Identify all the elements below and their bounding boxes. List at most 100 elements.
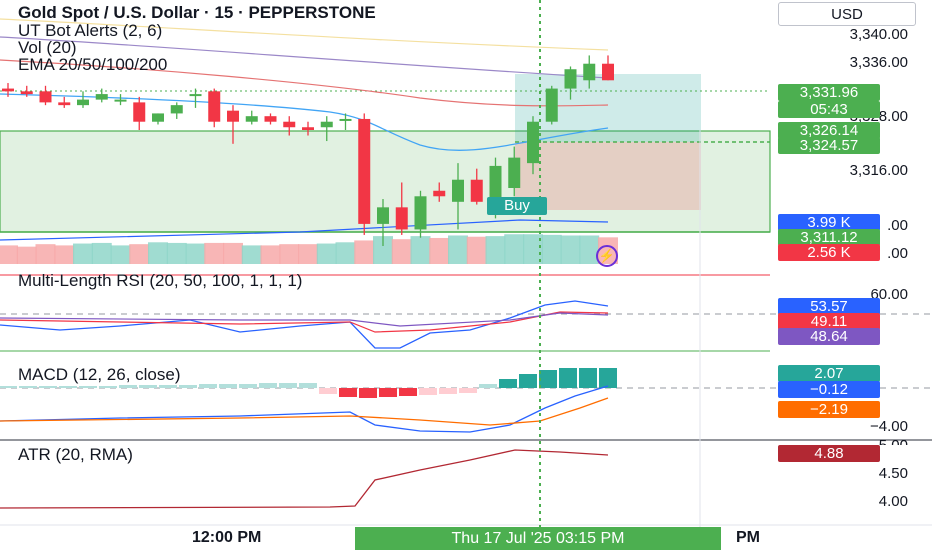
volume-bar — [523, 234, 543, 264]
macd-histogram-bar — [39, 386, 57, 388]
candle-body[interactable] — [470, 179, 483, 202]
time-tick-noon: 12:00 PM — [192, 529, 262, 546]
macd-histogram — [0, 368, 617, 398]
macd-histogram-bar — [79, 386, 97, 388]
macd-histogram-bar — [99, 386, 117, 388]
level-badge-2: 3,324.57 — [778, 137, 880, 154]
indicator-ema-label[interactable]: EMA 20/50/100/200 — [18, 55, 168, 74]
candle-body[interactable] — [283, 121, 296, 128]
candle-body[interactable] — [452, 179, 464, 202]
ema-200-line — [0, 18, 609, 51]
candle-body[interactable] — [227, 110, 239, 122]
macd-pane-label[interactable]: MACD (12, 26, close) — [18, 365, 181, 384]
candle-body[interactable] — [414, 196, 427, 230]
volume-bar — [0, 245, 18, 264]
candle-body[interactable] — [133, 102, 146, 122]
candle-body[interactable] — [433, 190, 446, 197]
volume-bar — [298, 244, 318, 264]
volume-bars — [0, 234, 618, 264]
volume-bar — [241, 245, 262, 264]
candle-body[interactable] — [545, 88, 558, 122]
macd-histogram-badge: 2.07 — [778, 365, 880, 382]
crosshair-time-label: Thu 17 Jul '25 03:15 PM — [355, 527, 721, 550]
macd-histogram-bar — [599, 368, 617, 388]
macd-histogram-bar — [419, 388, 437, 395]
candle-body[interactable] — [208, 91, 221, 122]
volume-bar — [185, 243, 206, 264]
candle-body[interactable] — [339, 118, 352, 121]
candle-body[interactable] — [395, 207, 408, 230]
atr-pane-label[interactable]: ATR (20, RMA) — [18, 445, 133, 464]
candle-body[interactable] — [602, 63, 614, 81]
candle-body[interactable] — [152, 113, 164, 122]
volume-bar — [485, 236, 506, 264]
volume-badge-blue: 3.99 K — [778, 214, 880, 231]
volume-bar — [129, 244, 150, 264]
volume-bar — [560, 235, 581, 264]
chart-title: Gold Spot / U.S. Dollar · 15 · PEPPERSTO… — [18, 3, 376, 22]
candle-body[interactable] — [583, 63, 596, 81]
volume-bar — [373, 236, 393, 264]
macd-histogram-bar — [499, 379, 517, 388]
candle-body[interactable] — [564, 69, 577, 89]
macd-line — [0, 385, 609, 433]
rsi-pane-label[interactable]: Multi-Length RSI (20, 50, 100, 1, 1, 1) — [18, 271, 303, 290]
candle-body[interactable] — [77, 99, 89, 106]
macd-histogram-bar — [139, 385, 157, 388]
macd-histogram-bar — [119, 385, 137, 388]
volume-bar — [73, 243, 93, 264]
candle-body[interactable] — [245, 116, 258, 122]
volume-bar — [335, 242, 356, 264]
indicator-ut-bot-label[interactable]: UT Bot Alerts (2, 6) — [18, 21, 163, 40]
volume-bar — [223, 242, 243, 264]
candle-body[interactable] — [114, 99, 127, 102]
volume-bar — [466, 236, 487, 264]
price-tick: 3,316.00 — [849, 162, 908, 179]
volume-bar — [166, 242, 187, 264]
volume-bar — [504, 234, 525, 264]
level-badge-3: 3,311.12 — [778, 229, 880, 246]
price-tick-partial: .00 — [887, 217, 908, 234]
lightning-bolt-icon[interactable]: ⚡ — [596, 245, 618, 267]
volume-bar — [110, 245, 131, 264]
rsi-badge-red: 49.11 — [778, 313, 880, 330]
macd-histogram-bar — [59, 386, 77, 388]
candle-body[interactable] — [189, 94, 202, 97]
ema-50-line — [0, 59, 609, 107]
candle-body[interactable] — [95, 94, 108, 100]
volume-bar — [279, 244, 300, 264]
position-profit-zone[interactable] — [515, 74, 701, 142]
indicator-volume-label[interactable]: Vol (20) — [18, 38, 77, 57]
macd-histogram-bar — [259, 383, 277, 388]
candle-body[interactable] — [20, 91, 33, 95]
macd-histogram-bar — [159, 385, 177, 388]
candle-body[interactable] — [508, 157, 521, 188]
candles — [2, 55, 614, 246]
candle-body[interactable] — [358, 118, 371, 224]
volume-bar — [541, 234, 562, 264]
volume-bar — [54, 245, 75, 264]
macd-line-badge: −0.12 — [778, 381, 880, 398]
candle-body[interactable] — [264, 116, 277, 122]
candle-body[interactable] — [170, 105, 183, 114]
candle-body[interactable] — [377, 207, 389, 224]
macd-histogram-bar — [219, 384, 237, 388]
volume-bar — [35, 244, 56, 264]
macd-histogram-bar — [439, 388, 457, 394]
candle-body[interactable] — [39, 91, 52, 103]
ema-100-line — [0, 36, 609, 79]
candle-body[interactable] — [302, 127, 314, 130]
ema-20-line — [0, 93, 609, 151]
candle-body[interactable] — [58, 102, 71, 106]
macd-tick-partial: 5.00 — [879, 437, 908, 445]
macd-histogram-bar — [459, 388, 477, 393]
time-tick-pm: PM — [736, 529, 760, 546]
atr-tick: 4.00 — [878, 493, 908, 510]
candle-body[interactable] — [2, 88, 14, 92]
candle-body[interactable] — [527, 121, 539, 164]
price-tick-partial: .00 — [887, 245, 908, 262]
currency-selector[interactable]: USD — [778, 2, 916, 26]
candle-body[interactable] — [320, 121, 333, 128]
macd-tick: −4.00 — [870, 418, 908, 435]
